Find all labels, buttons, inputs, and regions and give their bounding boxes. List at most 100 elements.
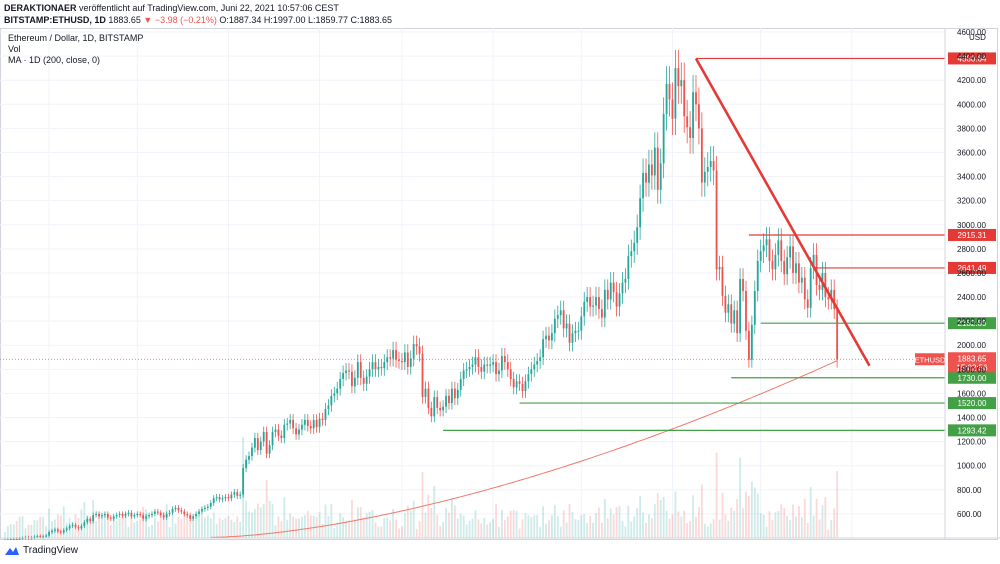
price-chart[interactable]: 4380.64 2915.31 2641.49 2182.89 1730.00 1520.… — [0, 28, 1000, 540]
volume-bar — [556, 515, 559, 538]
volume-bar — [56, 514, 59, 538]
volume-bar — [718, 519, 721, 538]
publisher-name[interactable]: DERAKTIONAER — [4, 3, 77, 13]
candle-body — [627, 256, 630, 279]
price-axis[interactable]: 600.00 800.00 1000.00 1200.00 1400.00 1600.00… — [944, 28, 986, 540]
volume-bar — [274, 525, 277, 538]
candle-body — [45, 535, 48, 537]
volume-bar — [336, 522, 339, 538]
candle-body — [333, 393, 336, 396]
candle-body — [253, 438, 256, 448]
volume-bar — [186, 515, 189, 538]
candle-body — [121, 513, 124, 516]
volume-bar — [509, 510, 512, 538]
volume-bar — [586, 522, 589, 538]
candle-body — [733, 310, 736, 324]
candle-body — [689, 127, 692, 139]
volume-bar — [348, 520, 350, 538]
volume-bar — [127, 527, 130, 538]
candle-body — [439, 407, 442, 411]
y-tick-label: 2000.00 — [957, 341, 986, 350]
candle-body — [389, 357, 392, 359]
candle-body — [789, 246, 792, 258]
volume-bar — [524, 513, 527, 538]
volume-bar — [483, 517, 486, 538]
candle-body — [295, 428, 297, 435]
volume-bar — [492, 518, 494, 538]
volume-bar — [633, 516, 636, 538]
volume-bar — [703, 523, 706, 538]
volume-bar — [656, 493, 659, 538]
candle-body — [518, 381, 521, 384]
volume-bar — [621, 520, 624, 538]
time-axis[interactable]: NovDez2021FebMrzAprMaiJunJulAug — [0, 537, 1000, 540]
candle-body — [330, 395, 333, 406]
candle-body — [624, 278, 627, 283]
volume-bar — [600, 522, 603, 538]
candles — [4, 50, 839, 540]
volume-bar — [545, 523, 547, 538]
volume-bar — [12, 524, 15, 538]
candle-body — [718, 266, 721, 270]
volume-bar — [248, 511, 250, 538]
level-badge — [948, 261, 996, 274]
volume-bar — [803, 498, 806, 538]
volume-bar — [477, 519, 480, 538]
volume-bar — [59, 515, 62, 538]
candle-body — [550, 333, 553, 341]
volume-bar — [753, 487, 756, 538]
candle-body — [768, 239, 771, 261]
volume-bar — [398, 528, 400, 538]
volume-bar — [198, 516, 200, 538]
candle-body — [345, 370, 347, 373]
candle-body — [680, 80, 683, 87]
candle-body — [377, 366, 380, 370]
level-badge — [948, 371, 996, 384]
volume-bar — [109, 524, 112, 538]
volume-bar — [62, 506, 65, 538]
volume-bar — [418, 520, 421, 538]
footer: TradingView — [4, 545, 78, 556]
candle-body — [412, 344, 415, 359]
y-tick-label: 800.00 — [957, 486, 982, 495]
volume-bar — [189, 516, 192, 538]
volume-bar — [580, 515, 583, 538]
volume-bar — [21, 516, 24, 538]
volume-bar — [833, 508, 836, 538]
volume-bar — [503, 520, 506, 538]
volume-bar — [480, 523, 483, 538]
candle-body — [709, 160, 712, 167]
level-label: 2915.31 — [958, 231, 987, 240]
volume-bar — [171, 515, 174, 538]
candle-body — [162, 515, 165, 518]
candle-body — [101, 515, 103, 517]
volume-bar — [583, 513, 586, 538]
volume-bar — [686, 523, 689, 538]
volume-bar — [159, 514, 162, 538]
candle-body — [553, 318, 556, 334]
level-label: 4380.64 — [958, 54, 987, 63]
volume-bar — [836, 471, 839, 538]
volume-bar — [280, 521, 283, 538]
candle-body — [677, 68, 680, 87]
volume-bar — [645, 523, 647, 538]
candle-body — [303, 419, 306, 425]
candle-body — [765, 239, 768, 246]
volume-bar — [362, 517, 365, 538]
volume-bar — [727, 520, 730, 538]
candle-body — [80, 525, 83, 529]
candle-body — [730, 304, 733, 324]
candle-body — [259, 441, 262, 451]
candle-body — [48, 531, 50, 536]
volume-bar — [577, 520, 580, 538]
volume-bar — [136, 520, 139, 538]
candle-body — [9, 539, 12, 540]
candle-body — [777, 240, 780, 255]
volume-bar — [530, 517, 533, 538]
volume-bar — [409, 510, 412, 538]
candle-body — [448, 395, 450, 404]
candle-body — [230, 494, 233, 499]
candle-body — [262, 431, 265, 442]
candle-body — [671, 99, 674, 119]
volume-bar — [800, 517, 803, 538]
